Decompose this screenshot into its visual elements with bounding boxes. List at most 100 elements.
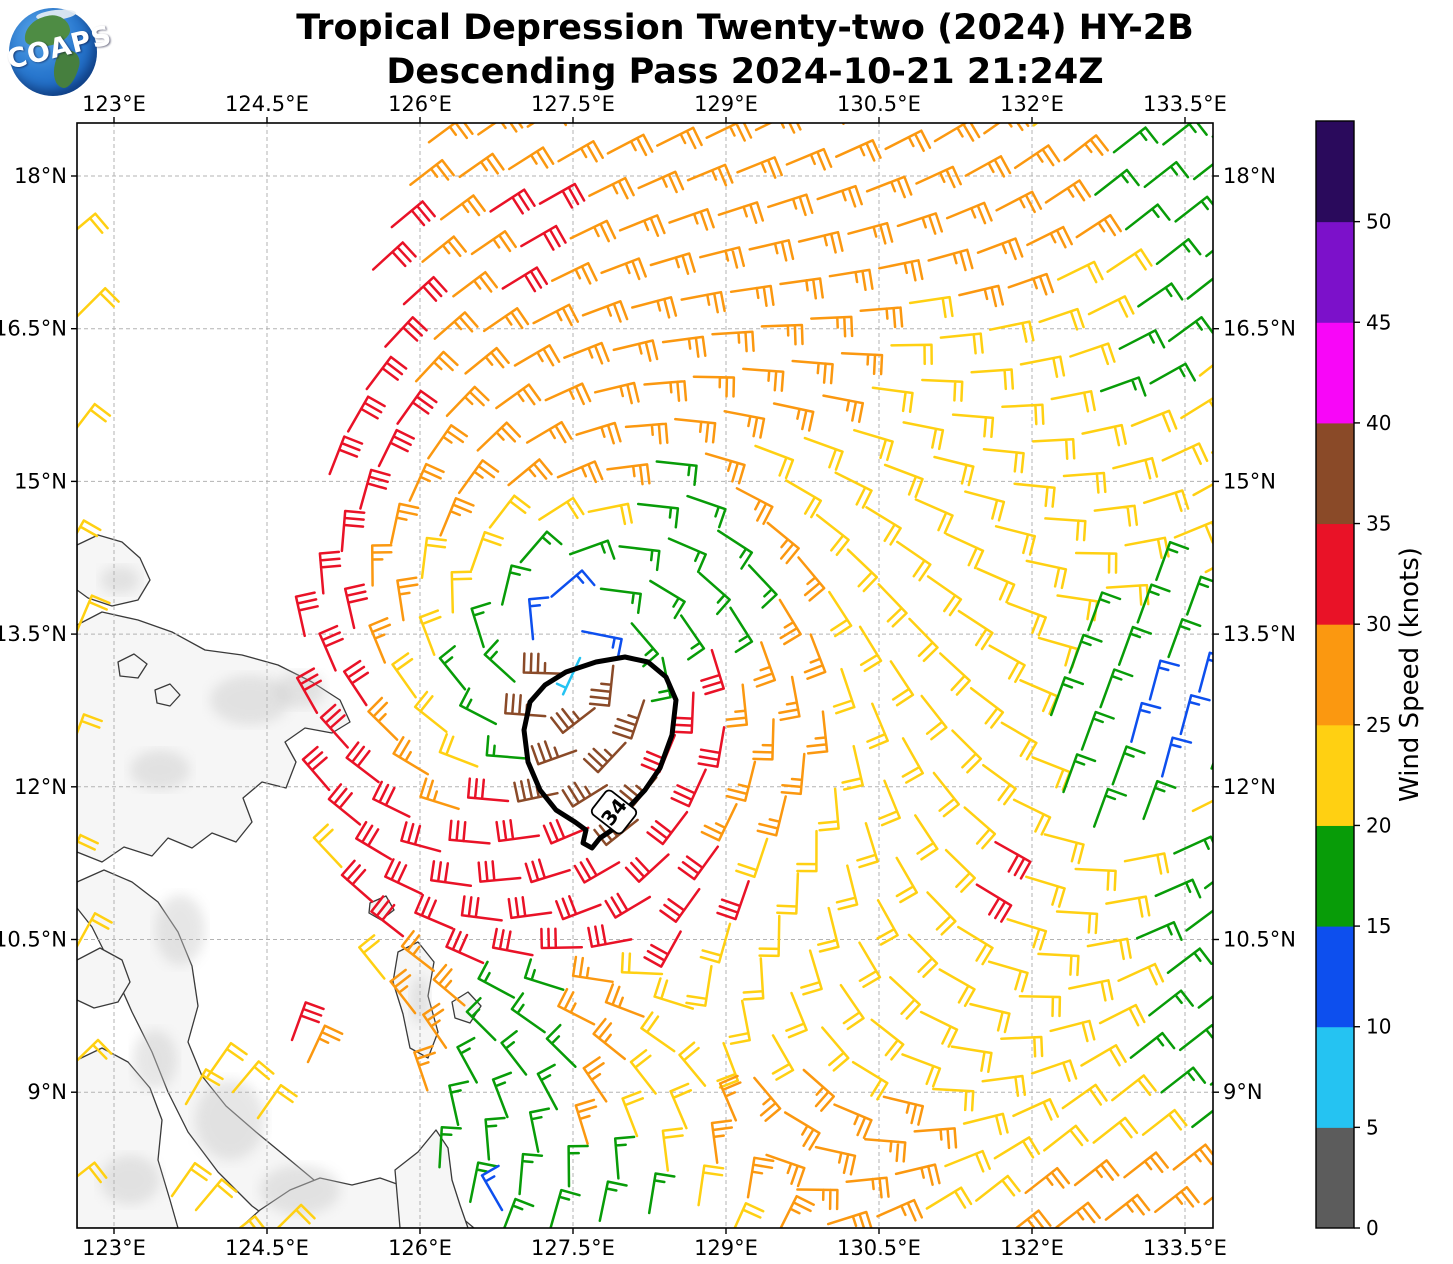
wind-barb [678, 1041, 707, 1087]
wind-barb [1049, 676, 1085, 717]
island [451, 991, 482, 1024]
wind-barb [555, 656, 582, 696]
wind-barb [1155, 540, 1190, 582]
colorbar-segment [1316, 422, 1354, 525]
wind-barb [932, 771, 961, 818]
wind-barb [588, 664, 615, 707]
wind-barb [988, 320, 1035, 343]
wind-barb [599, 587, 642, 615]
wind-barb [802, 1068, 836, 1112]
wind-barb [402, 275, 448, 306]
wind-barb [858, 941, 882, 989]
wind-barb [469, 1161, 499, 1204]
wind-barb [962, 1112, 1009, 1136]
wind-barb [1203, 880, 1213, 890]
wind-barb [507, 896, 553, 920]
wind-barb [1185, 575, 1213, 616]
island [77, 947, 131, 1009]
wind-barb [698, 571, 731, 616]
wind-barb [858, 625, 883, 673]
wind-barb [384, 858, 423, 895]
wind-barb [613, 1135, 636, 1180]
wind-barb [432, 963, 466, 1007]
wind-barb [845, 1176, 890, 1199]
wind-barb [1093, 504, 1139, 527]
wind-barb [1111, 1074, 1157, 1102]
wind-barb [1137, 282, 1184, 308]
wind-barb [1044, 517, 1087, 542]
wind-barb [1223, 1137, 1266, 1162]
wind-barb [728, 999, 751, 1045]
wind-barb [864, 1137, 907, 1163]
wind-barb [630, 622, 660, 668]
wind-barb [735, 487, 774, 526]
colorbar-tick-label: 10 [1366, 1015, 1391, 1039]
wind-barb [542, 819, 590, 845]
wind-barb [466, 777, 510, 803]
wind-barb [876, 1198, 924, 1222]
wind-barb [1148, 989, 1194, 1017]
wind-barb [711, 330, 755, 353]
wind-barb [915, 165, 962, 189]
wind-barb [1062, 471, 1107, 494]
terrain-shading [130, 750, 190, 790]
wind-barb [358, 934, 386, 980]
wind-barb [637, 170, 685, 194]
wind-barb [800, 949, 823, 996]
wind-barb [710, 1119, 734, 1164]
wind-barb [926, 891, 957, 936]
x-tick-label: 132°E [1000, 1236, 1064, 1260]
wind-barb [865, 175, 913, 199]
x-tick-label: 126°E [388, 92, 452, 116]
wind-barb [913, 1127, 958, 1150]
terrain-shading [155, 895, 205, 965]
wind-barb [878, 779, 901, 827]
wind-barb [77, 1161, 108, 1184]
wind-barb [501, 266, 549, 293]
wind-barb [77, 402, 112, 430]
wind-barb [803, 633, 827, 680]
wind-barb [396, 576, 419, 622]
wind-barb [1025, 875, 1066, 908]
wind-barb [995, 190, 1043, 214]
wind-barb [729, 606, 754, 654]
y-tick-label: 15°N [1223, 469, 1276, 493]
wind-barb [450, 570, 473, 614]
wind-barb [477, 960, 516, 999]
wind-barb [832, 667, 856, 715]
wind-barb [598, 1180, 628, 1223]
wind-barb [522, 652, 566, 675]
wind-barb [821, 1026, 850, 1072]
wind-barb [1049, 1019, 1096, 1043]
wind-barb [643, 930, 682, 968]
wind-barb [670, 768, 707, 808]
wind-barb [944, 848, 976, 893]
wind-barb [856, 822, 879, 869]
x-tick-label: 126°E [388, 1236, 452, 1260]
wind-barb [618, 214, 666, 237]
wind-barb [582, 1056, 608, 1103]
wind-barb [976, 237, 1024, 261]
wind-barb [438, 733, 479, 768]
axis-tick-layer: 123°E 123°E 124.5°E 124.5°E 126°E 126°E 127.5°… [0, 92, 1296, 1260]
wind-barb [1094, 168, 1140, 196]
wind-barb [507, 146, 555, 171]
wind-barb [470, 601, 492, 649]
island [117, 653, 148, 679]
chart-title: Tropical Depression Twenty-two (2024) HY… [37, 6, 1453, 94]
wind-barb [550, 707, 596, 735]
wind-barb [944, 1149, 991, 1173]
colorbar-tick-label: 15 [1366, 914, 1391, 938]
wind-barb [1162, 123, 1208, 146]
wind-barb [540, 927, 584, 950]
wind-barb [445, 928, 485, 965]
wind-barb [889, 660, 915, 707]
x-tick-label: 132°E [1000, 92, 1064, 116]
wind-barb [833, 1103, 873, 1139]
wind-barb [815, 513, 850, 557]
wind-barb [495, 818, 541, 843]
x-tick-label: 129°E [694, 1236, 758, 1260]
wind-barb [754, 444, 795, 480]
wind-barb [907, 933, 939, 978]
